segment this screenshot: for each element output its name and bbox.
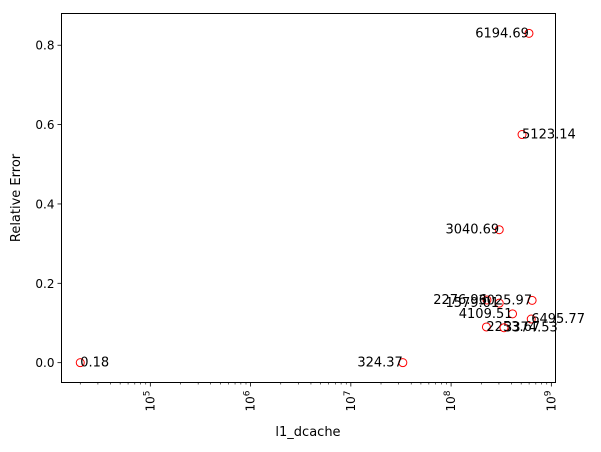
data-point-label: 324.37: [357, 356, 403, 371]
data-point-label: 3025.97: [478, 293, 532, 308]
data-point-label: 6495.77: [531, 312, 585, 327]
data-point-label: 5123.14: [522, 128, 576, 143]
data-point: [75, 358, 85, 368]
data-point: [499, 323, 509, 333]
x-tick-label-base: 10: [344, 396, 358, 411]
x-tick-label: 105: [142, 391, 157, 412]
data-point: [517, 130, 527, 140]
y-axis-label: Relative Error: [9, 153, 24, 242]
data-point: [482, 295, 492, 305]
x-tick-label: 108: [443, 390, 458, 411]
x-tick-label-exponent: 8: [443, 390, 453, 396]
data-point: [508, 309, 518, 319]
data-point: [524, 28, 534, 38]
x-tick-label-base: 10: [143, 396, 157, 411]
y-axis-ticks: 0.0 0.2 0.4 0.6 0.8: [35, 39, 62, 370]
data-point: [481, 322, 491, 332]
data-point: [494, 225, 504, 235]
y-tick-label: 0.8: [35, 39, 54, 53]
data-point-label: 3040.69: [445, 223, 499, 238]
data-point: [526, 314, 536, 324]
y-tick-label: 0.4: [35, 197, 54, 211]
data-point-label: 1579.01: [445, 296, 499, 311]
data-point-label: 3374.53: [504, 321, 558, 336]
x-tick-label-exponent: 6: [243, 390, 253, 396]
x-tick-label: 109: [543, 390, 558, 411]
data-point: [494, 298, 504, 308]
plot-area: [61, 13, 556, 383]
x-axis-label: l1_dcache: [275, 425, 340, 440]
x-tick-label-exponent: 9: [543, 390, 553, 396]
x-tick-label: 106: [243, 390, 258, 411]
x-tick-label-base: 10: [544, 396, 558, 411]
x-tick-label: 107: [343, 391, 358, 412]
data-point: [527, 295, 537, 305]
data-point-label: 2253.67: [486, 320, 540, 335]
x-tick-label-base: 10: [444, 396, 458, 411]
data-points: 0.18 324.37 6194.69 5123.14 3040.69 2276.9615…: [75, 26, 585, 371]
data-point-label: 2276.96: [433, 293, 487, 308]
x-tick-label-exponent: 7: [343, 391, 353, 397]
data-point-label: 6194.69: [475, 26, 529, 41]
y-tick-label: 0.6: [35, 118, 54, 132]
y-tick-label: 0.0: [35, 356, 54, 370]
data-point-label: 0.18: [80, 356, 109, 371]
data-point-label: 4109.51: [459, 307, 513, 322]
x-axis-minor-ticks: [79, 382, 548, 385]
y-tick-label: 0.2: [35, 277, 54, 291]
data-point: [398, 358, 408, 368]
x-tick-label-exponent: 5: [142, 391, 152, 397]
x-tick-label-base: 10: [244, 396, 258, 411]
